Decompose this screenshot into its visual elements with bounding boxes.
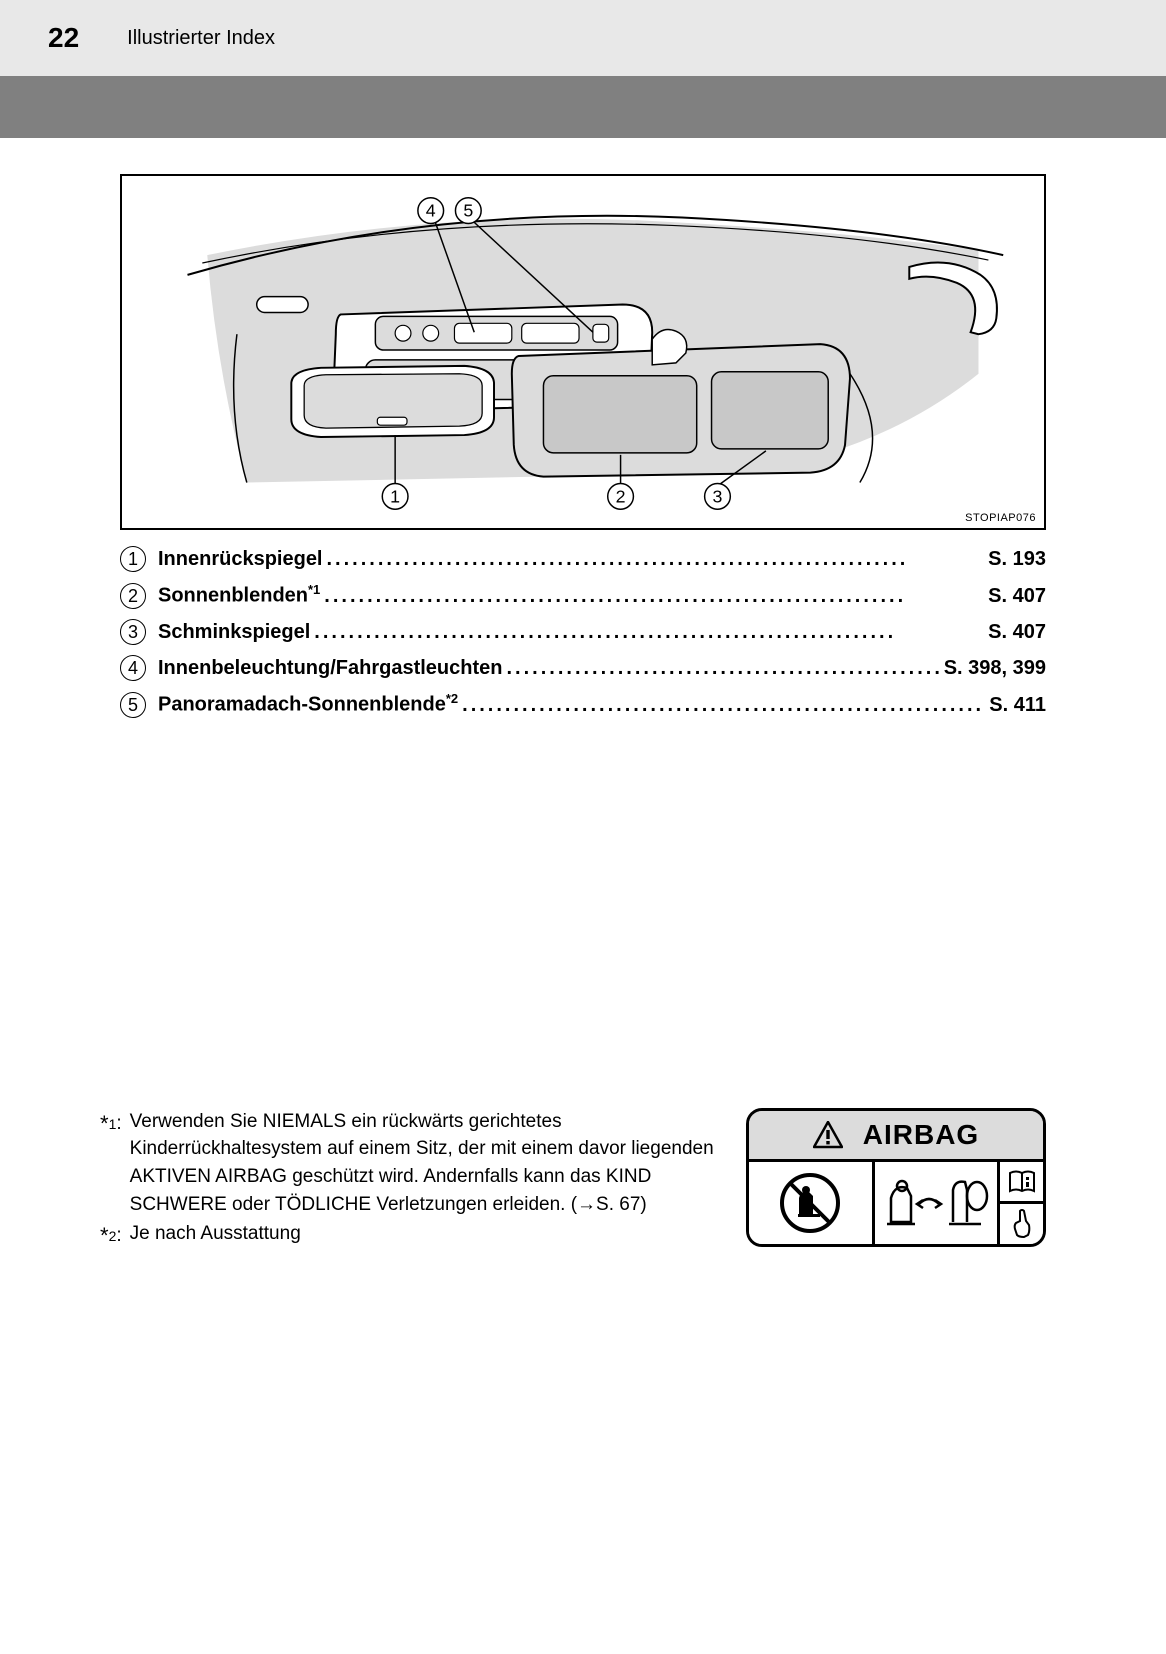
page-ref: S. 193 [988, 548, 1046, 571]
index-num: 3 [120, 619, 146, 645]
callout-2: 2 [616, 486, 626, 506]
airbag-pictograms [749, 1162, 1043, 1244]
page-ref: S. 407 [988, 585, 1046, 608]
index-num: 1 [120, 546, 146, 572]
dots [506, 657, 939, 680]
diagram-code: STOPIAP076 [965, 512, 1036, 524]
dots [314, 621, 984, 644]
index-label: Innenrückspiegel [158, 548, 323, 571]
footnote-text: Je nach Ausstattung [130, 1220, 301, 1252]
index-label: Sonnenblenden*1 [158, 582, 320, 608]
callout-1: 1 [390, 486, 400, 506]
footnote-text: Verwenden Sie NIEMALS ein rückwärts geri… [130, 1108, 726, 1218]
callout-5: 5 [463, 201, 473, 221]
dots [327, 548, 985, 571]
page-header: 22 Illustrierter Index [0, 0, 1166, 76]
ceiling-diagram: 1 2 3 4 5 [122, 176, 1044, 528]
page-ref: S. 407 [988, 621, 1046, 644]
index-label: Schminkspiegel [158, 621, 310, 644]
page-number: 22 [48, 22, 79, 54]
footnote-2: *2: Je nach Ausstattung [100, 1220, 726, 1252]
page-ref: S. 398, 399 [944, 657, 1046, 680]
index-num: 2 [120, 583, 146, 609]
index-row: 1 Innenrückspiegel S. 193 [120, 546, 1046, 572]
index-row: 4 Innenbeleuchtung/Fahrgastleuchten S. 3… [120, 655, 1046, 681]
airbag-warning-box: AIRBAG [746, 1108, 1046, 1247]
index-row: 2 Sonnenblenden*1 S. 407 [120, 582, 1046, 609]
header-title: Illustrierter Index [127, 27, 275, 50]
footnote-marker: *2: [100, 1220, 122, 1252]
content-area: 1 2 3 4 5 STOPIAP076 1 Innenrückspiegel … [0, 138, 1166, 718]
footnote-1: *1: Verwenden Sie NIEMALS ein rückwärts … [100, 1108, 726, 1218]
footnotes: *1: Verwenden Sie NIEMALS ein rückwärts … [100, 1108, 1046, 1254]
footnote-marker: *1: [100, 1108, 122, 1218]
page: 22 Illustrierter Index [0, 0, 1166, 1654]
index-num: 5 [120, 692, 146, 718]
dots [462, 694, 985, 717]
hand-point-icon [1000, 1201, 1043, 1244]
index-num: 4 [120, 655, 146, 681]
index-row: 3 Schminkspiegel S. 407 [120, 619, 1046, 645]
warning-icon [813, 1121, 843, 1149]
index-list: 1 Innenrückspiegel S. 193 2 Sonnenblende… [120, 546, 1046, 718]
header-dark-bar [0, 76, 1166, 138]
diagram-box: 1 2 3 4 5 STOPIAP076 [120, 174, 1046, 530]
footnote-text-block: *1: Verwenden Sie NIEMALS ein rückwärts … [100, 1108, 726, 1254]
no-child-seat-icon [749, 1162, 872, 1244]
page-ref: S. 411 [989, 694, 1046, 717]
callout-3: 3 [713, 486, 723, 506]
airbag-header: AIRBAG [749, 1111, 1043, 1162]
callout-4: 4 [426, 201, 436, 221]
index-label: Innenbeleuchtung/Fahrgastleuchten [158, 657, 502, 680]
seat-airbag-icon [872, 1162, 998, 1244]
index-row: 5 Panoramadach-Sonnenblende*2 S. 411 [120, 691, 1046, 718]
manual-icon [1000, 1162, 1043, 1202]
dots [324, 585, 984, 608]
airbag-side-icons [997, 1162, 1043, 1244]
airbag-title: AIRBAG [863, 1119, 979, 1151]
index-label: Panoramadach-Sonnenblende*2 [158, 691, 458, 717]
